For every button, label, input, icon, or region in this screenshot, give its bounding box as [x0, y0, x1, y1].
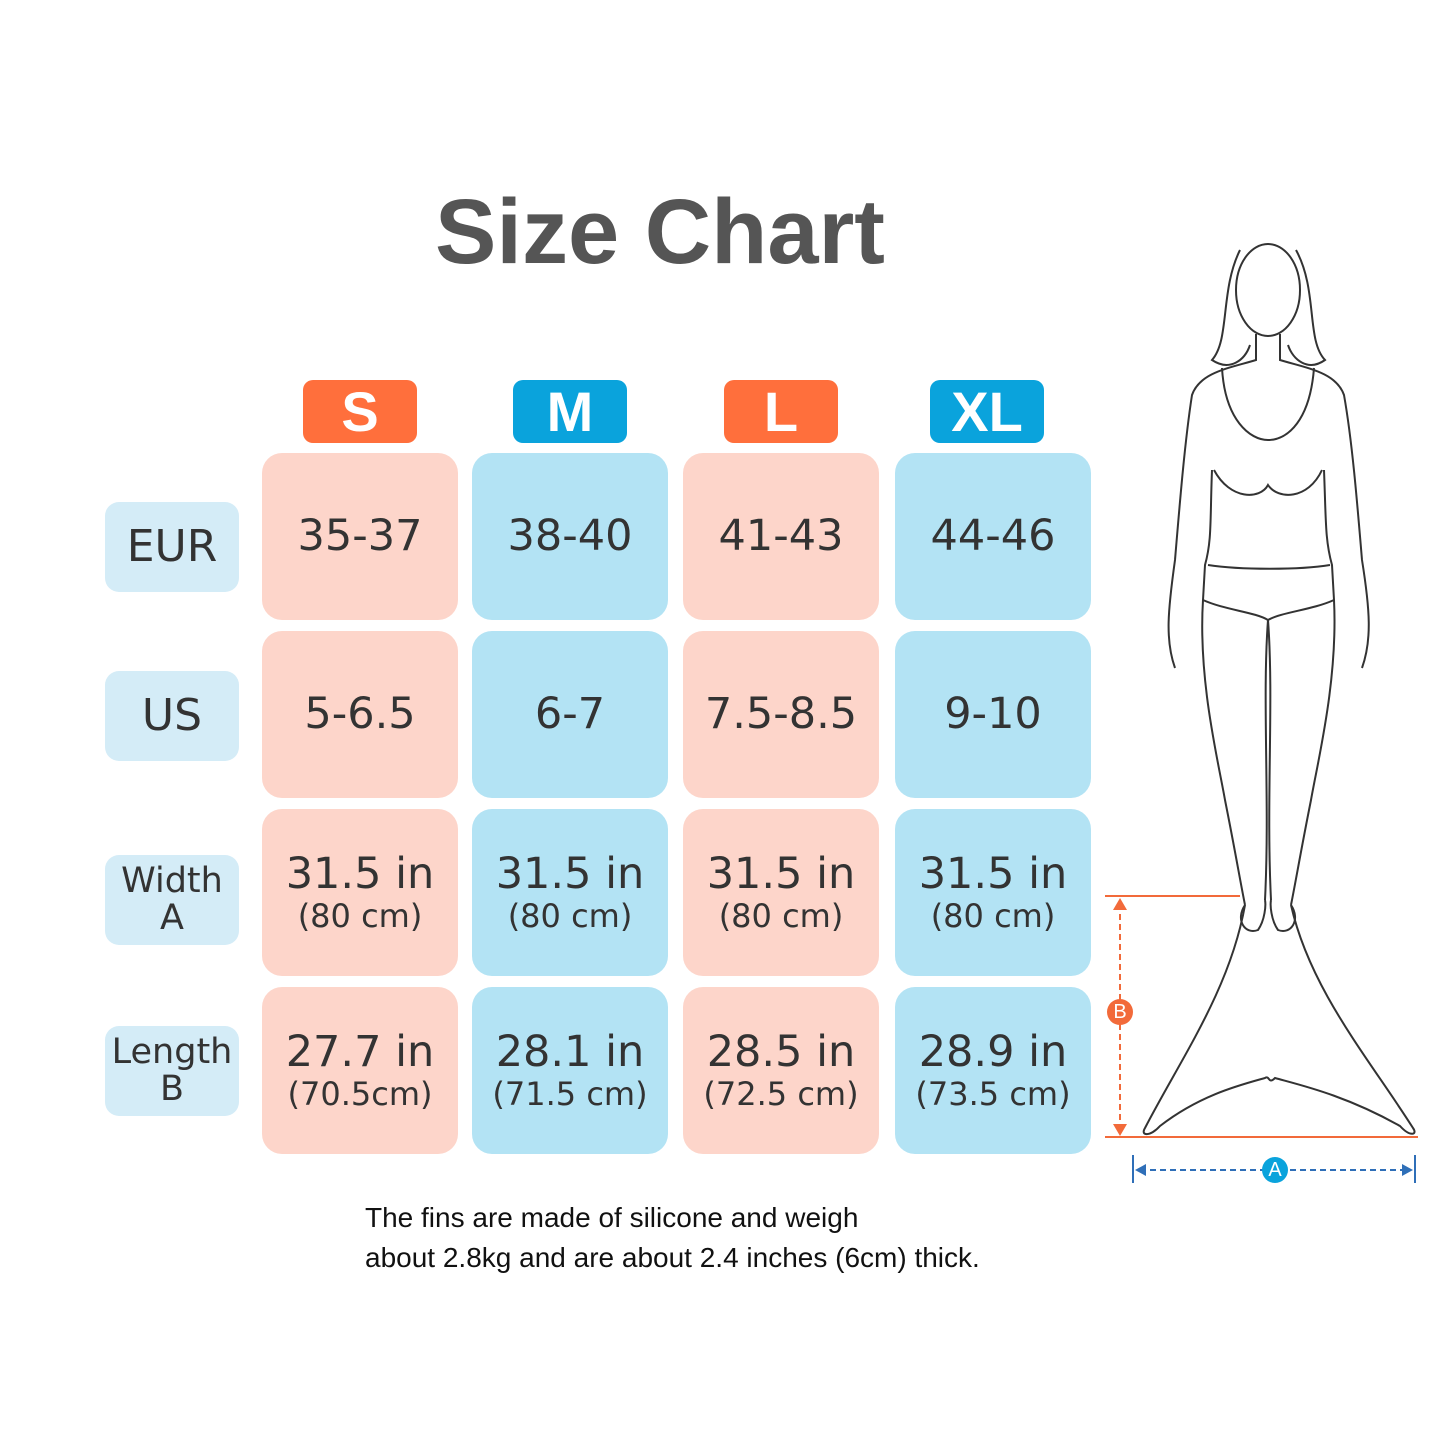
- cell-sub-text: (80 cm): [930, 896, 1056, 935]
- cell-text: 28.1 in: [495, 1027, 645, 1078]
- cell-text: 35-37: [297, 510, 423, 561]
- cell-text: 28.5 in: [706, 1027, 856, 1078]
- cell-text: 28.9 in: [918, 1027, 1068, 1078]
- cell-text: 31.5 in: [918, 849, 1068, 900]
- cell-text: 41-43: [718, 510, 844, 561]
- size-cell: 7.5-8.5: [683, 631, 879, 798]
- cell-text: 7.5-8.5: [704, 688, 858, 739]
- note: The fins are made of silicone and weigh …: [365, 1198, 980, 1278]
- cell-text: 44-46: [930, 510, 1056, 561]
- size-cell: 28.9 in (73.5 cm): [895, 987, 1091, 1154]
- size-cell: 6-7: [472, 631, 668, 798]
- cell-text: 31.5 in: [285, 849, 435, 900]
- cell-text: 5-6.5: [304, 688, 416, 739]
- cell-text: 31.5 in: [706, 849, 856, 900]
- size-cell: 31.5 in (80 cm): [472, 809, 668, 976]
- size-cell: 28.5 in (72.5 cm): [683, 987, 879, 1154]
- size-cell: 38-40: [472, 453, 668, 620]
- size-cell: 31.5 in (80 cm): [895, 809, 1091, 976]
- size-cell: 28.1 in (71.5 cm): [472, 987, 668, 1154]
- size-badge: L: [724, 380, 838, 443]
- label-circle: [1262, 1157, 1288, 1183]
- row-label: EUR: [105, 502, 239, 592]
- figure-outline: [1142, 243, 1416, 1136]
- row-label-line: EUR: [126, 520, 218, 572]
- length-label: B: [1113, 1001, 1126, 1023]
- size-badge: M: [513, 380, 627, 443]
- cell-sub-text: (80 cm): [297, 896, 423, 935]
- row-label: Length B: [105, 1026, 239, 1116]
- cell-sub-text: (80 cm): [718, 896, 844, 935]
- width-label: A: [1268, 1159, 1282, 1181]
- row-label: Width A: [105, 855, 239, 945]
- row-label: US: [105, 671, 239, 761]
- cell-sub-text: (73.5 cm): [915, 1074, 1071, 1113]
- row-label-line: Length: [111, 1032, 233, 1073]
- cell-sub-text: (70.5cm): [287, 1074, 433, 1113]
- note-line: The fins are made of silicone and weigh: [365, 1202, 859, 1233]
- size-cell: 35-37: [262, 453, 458, 620]
- size-cell: 31.5 in (80 cm): [262, 809, 458, 976]
- title: Size Chart: [435, 181, 885, 283]
- size-cell: 9-10: [895, 631, 1091, 798]
- note-line: about 2.8kg and are about 2.4 inches (6c…: [365, 1242, 980, 1273]
- row-label-line: Width: [121, 861, 223, 902]
- size-cell: 5-6.5: [262, 631, 458, 798]
- length-dimension: B: [1105, 895, 1418, 1138]
- cell-text: 31.5 in: [495, 849, 645, 900]
- size-badge: S: [303, 380, 417, 443]
- width-dimension: A: [1132, 1155, 1416, 1183]
- size-cell: 27.7 in (70.5cm): [262, 987, 458, 1154]
- cell-text: 38-40: [507, 510, 633, 561]
- size-cell: 41-43: [683, 453, 879, 620]
- row-label-line: B: [159, 1069, 184, 1109]
- cell-sub-text: (72.5 cm): [703, 1074, 859, 1113]
- cell-sub-text: (71.5 cm): [492, 1074, 648, 1113]
- cell-sub-text: (80 cm): [507, 896, 633, 935]
- size-badge: XL: [930, 380, 1044, 443]
- size-cell: 44-46: [895, 453, 1091, 620]
- cell-text: 27.7 in: [285, 1027, 435, 1078]
- cell-text: 9-10: [944, 688, 1042, 739]
- label-circle: [1107, 999, 1133, 1025]
- cell-text: 6-7: [534, 688, 606, 739]
- row-label-line: US: [141, 689, 203, 741]
- size-cell: 31.5 in (80 cm): [683, 809, 879, 976]
- row-label-line: A: [160, 898, 184, 938]
